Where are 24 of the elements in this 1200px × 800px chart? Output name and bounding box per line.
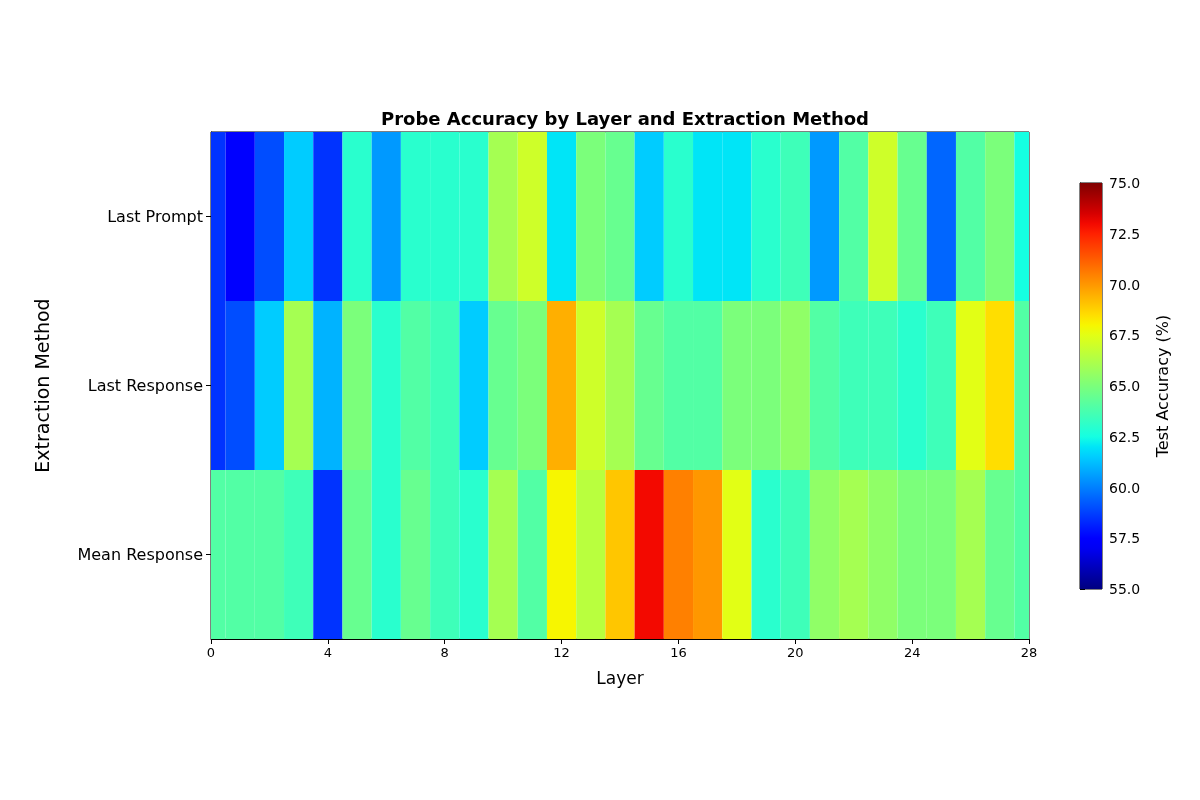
x-tick-label: 28 — [1020, 645, 1038, 660]
x-axis-title: Layer — [596, 667, 644, 688]
color-bar-label: 70.0 — [1109, 276, 1141, 293]
x-tick-label: 12 — [553, 645, 570, 660]
x-tick-label: 4 — [323, 645, 332, 660]
x-tick-label: 20 — [787, 645, 804, 660]
x-tick-label: 0 — [206, 645, 216, 660]
color-bar-label: 57.5 — [1109, 530, 1141, 547]
color-bar-label: 60.0 — [1109, 479, 1141, 496]
color-bar-label: 65.0 — [1109, 378, 1141, 394]
y-tick-label: Mean Response — [77, 545, 203, 564]
color-bar-label: 55.0 — [1109, 581, 1141, 597]
y-tick-label: Last Prompt — [107, 207, 203, 226]
y-axis-title: Extraction Method — [30, 298, 53, 473]
color-bar-label: 75.0 — [1109, 175, 1141, 191]
x-tick-label: 8 — [440, 645, 449, 660]
color-bar-title: Test Accuracy (%) — [1152, 314, 1172, 459]
x-tick-label: 16 — [670, 645, 687, 660]
color-bar-label: 72.5 — [1109, 225, 1141, 242]
x-tick-label: 24 — [903, 645, 921, 660]
color-bar-label: 62.5 — [1109, 428, 1141, 445]
chart-title: Probe Accuracy by Layer and Extraction Method — [381, 107, 869, 129]
color-bar-label: 67.5 — [1109, 327, 1141, 344]
y-tick-label: Last Response — [87, 376, 203, 395]
